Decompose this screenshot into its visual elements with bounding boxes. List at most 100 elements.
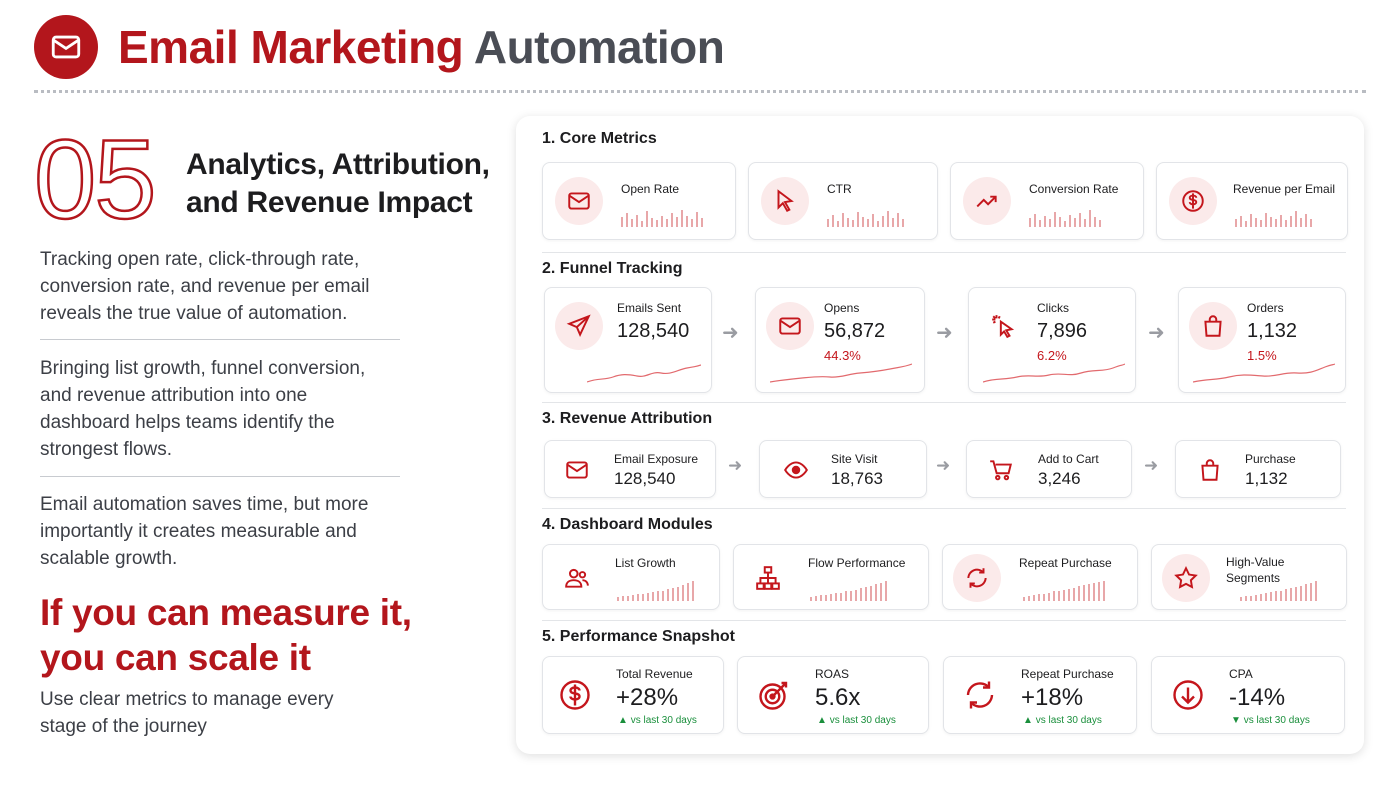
snapshot-label: CPA — [1229, 667, 1253, 681]
metric-label: Conversion Rate — [1029, 182, 1119, 196]
attribution-card-add-to-cart[interactable]: Add to Cart 3,246 — [966, 440, 1132, 498]
arrow-right-icon: ➜ — [728, 456, 743, 475]
snapshot-label: Total Revenue — [616, 667, 693, 681]
snapshot-card-total-revenue[interactable]: Total Revenue +28% ▲ vs last 30 days — [542, 656, 724, 734]
section-divider — [542, 252, 1346, 253]
mini-bar-chart — [617, 581, 694, 601]
snapshot-label: Repeat Purchase — [1021, 667, 1114, 681]
envelope-icon — [766, 302, 814, 350]
metric-card-conversion-rate[interactable]: Conversion Rate — [950, 162, 1144, 240]
snapshot-card-repeat-purchase[interactable]: Repeat Purchase +18% ▲ vs last 30 days — [943, 656, 1137, 734]
metric-card-open-rate[interactable]: Open Rate — [542, 162, 736, 240]
arrow-right-icon: ➜ — [936, 456, 951, 475]
page-title: Email Marketing Automation — [118, 20, 725, 74]
shopping-bag-icon — [1186, 446, 1234, 494]
title-part-2: Automation — [473, 21, 725, 73]
core-metrics-heading: 1. Core Metrics — [542, 130, 657, 147]
dashboard-panel: 1. Core Metrics Open Rate CTR Conversion… — [516, 116, 1364, 754]
snapshot-card-roas[interactable]: ROAS 5.6x ▲ vs last 30 days — [737, 656, 929, 734]
funnel-rate: 44.3% — [824, 348, 861, 363]
arrow-right-icon: ➜ — [1144, 456, 1159, 475]
trend-indicator: ▲ vs last 30 days — [618, 715, 697, 726]
mini-bar-chart — [827, 211, 904, 227]
funnel-card-opens[interactable]: Opens 56,872 44.3% — [755, 287, 925, 393]
funnel-label: Emails Sent — [617, 301, 682, 315]
flow-chart-icon — [744, 554, 792, 602]
trend-text: vs last 30 days — [1243, 715, 1310, 726]
paragraph-1: Tracking open rate, click-through rate, … — [40, 249, 370, 324]
envelope-icon — [553, 446, 601, 494]
users-icon — [553, 554, 601, 602]
metric-card-ctr[interactable]: CTR — [748, 162, 938, 240]
funnel-value: 128,540 — [617, 320, 690, 342]
arrow-right-icon: ➜ — [722, 322, 739, 344]
slogan-subtext: Use clear metrics to manage every stage … — [40, 689, 334, 737]
mini-bar-chart — [1235, 211, 1312, 227]
metric-label: Revenue per Email — [1233, 182, 1336, 196]
attribution-label: Purchase — [1245, 452, 1296, 466]
module-card-high-value-segments[interactable]: High-Value Segments — [1151, 544, 1347, 610]
attribution-card-site-visit[interactable]: Site Visit 18,763 — [759, 440, 927, 498]
trend-up-icon — [963, 177, 1011, 225]
mini-bar-chart — [1240, 581, 1317, 601]
funnel-card-emails-sent[interactable]: Emails Sent 128,540 — [544, 287, 712, 393]
sparkline — [587, 364, 701, 383]
module-label: Repeat Purchase — [1019, 556, 1112, 570]
metric-card-revenue-per-email[interactable]: Revenue per Email — [1156, 162, 1348, 240]
dollar-icon — [551, 671, 599, 719]
sparkline — [770, 363, 912, 383]
mini-bar-chart — [621, 210, 703, 227]
envelope-icon — [34, 15, 98, 79]
funnel-rate: 1.5% — [1247, 348, 1277, 363]
trend-text: vs last 30 days — [829, 715, 896, 726]
cart-icon — [977, 446, 1025, 494]
attribution-value: 128,540 — [614, 469, 676, 488]
funnel-card-clicks[interactable]: Clicks 7,896 6.2% — [968, 287, 1136, 393]
section-number: 05 — [33, 117, 158, 242]
paragraph-3: Email automation saves time, but more im… — [40, 494, 369, 569]
module-card-list-growth[interactable]: List Growth — [542, 544, 720, 610]
section-divider — [542, 402, 1346, 403]
sparkline — [1193, 363, 1335, 383]
funnel-label: Orders — [1247, 301, 1284, 315]
slogan: If you can measure it, you can scale it — [40, 590, 412, 680]
trend-up-icon: ▲ — [1023, 715, 1033, 726]
mini-bar-chart — [1023, 581, 1105, 601]
module-label: High-Value Segments — [1226, 554, 1284, 586]
funnel-card-orders[interactable]: Orders 1,132 1.5% — [1178, 287, 1346, 393]
attribution-label: Add to Cart — [1038, 452, 1099, 466]
click-icon — [979, 302, 1027, 350]
module-card-repeat-purchase[interactable]: Repeat Purchase — [942, 544, 1138, 610]
snapshot-value: +18% — [1021, 684, 1084, 711]
cursor-icon — [761, 177, 809, 225]
snapshot-label: ROAS — [815, 667, 850, 681]
arrow-right-icon: ➜ — [936, 322, 953, 344]
section-divider — [542, 620, 1346, 621]
funnel-label: Clicks — [1037, 301, 1069, 315]
mini-bar-chart — [1029, 210, 1101, 227]
funnel-heading: 2. Funnel Tracking — [542, 260, 683, 277]
attribution-value: 3,246 — [1038, 469, 1081, 488]
send-icon — [555, 302, 603, 350]
section-divider — [542, 508, 1346, 509]
attribution-card-email-exposure[interactable]: Email Exposure 128,540 — [544, 440, 716, 498]
module-label: Flow Performance — [808, 556, 906, 570]
refresh-icon — [956, 671, 1004, 719]
trend-indicator: ▲ vs last 30 days — [817, 715, 896, 726]
slogan-line-2: you can scale it — [40, 637, 311, 678]
eye-icon — [772, 446, 820, 494]
section-title: Analytics, Attribution, and Revenue Impa… — [186, 148, 490, 219]
module-label-line-1: High-Value — [1226, 555, 1285, 569]
envelope-icon — [555, 177, 603, 225]
snapshot-card-cpa[interactable]: CPA -14% ▼ vs last 30 days — [1151, 656, 1345, 734]
trend-text: vs last 30 days — [1035, 715, 1102, 726]
module-label-line-2: Segments — [1226, 571, 1281, 585]
attribution-card-purchase[interactable]: Purchase 1,132 — [1175, 440, 1341, 498]
attribution-heading: 3. Revenue Attribution — [542, 410, 713, 427]
title-part-1: Email Marketing — [118, 21, 464, 73]
funnel-value: 56,872 — [824, 320, 886, 342]
trend-indicator: ▲ vs last 30 days — [1023, 715, 1102, 726]
module-card-flow-performance[interactable]: Flow Performance — [733, 544, 929, 610]
module-label: List Growth — [615, 556, 676, 570]
trend-up-icon: ▲ — [817, 715, 827, 726]
